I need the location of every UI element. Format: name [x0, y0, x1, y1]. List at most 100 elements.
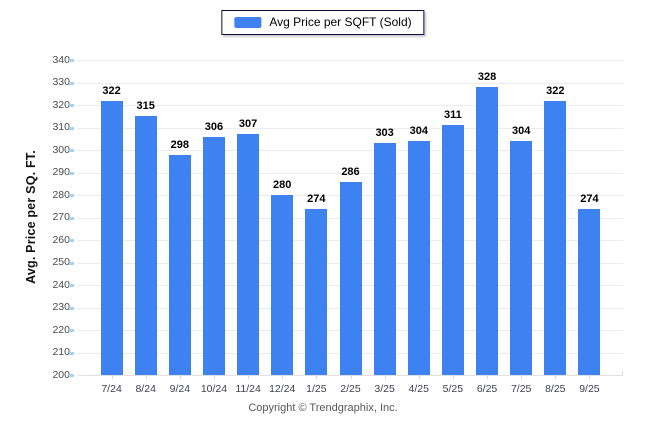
bar [305, 208, 328, 375]
x-tick-label: 1/25 [306, 383, 327, 395]
y-tick-mark [69, 239, 74, 242]
x-axis-tick [282, 375, 284, 379]
x-tick-label: 11/24 [235, 383, 261, 395]
bar [100, 100, 123, 375]
bar [134, 116, 157, 375]
bar-value-label: 311 [444, 109, 462, 122]
x-axis-tick [452, 375, 454, 379]
gridline [78, 60, 623, 61]
bar-value-label: 286 [341, 165, 360, 178]
bar-value-label: 322 [546, 84, 565, 97]
bar-value-label: 304 [511, 125, 531, 137]
y-tick-label: 210 [52, 346, 70, 358]
legend-swatch-icon [234, 16, 262, 28]
bar [339, 181, 362, 375]
y-tick-mark [69, 149, 74, 152]
bar [441, 125, 464, 375]
y-tick-label: 230 [52, 301, 70, 313]
y-tick-label: 200 [52, 368, 70, 381]
gridline [78, 150, 623, 151]
y-tick-mark [69, 306, 74, 310]
y-tick-label: 330 [52, 76, 70, 88]
gridline [78, 105, 623, 106]
y-tick-label: 290 [52, 166, 70, 178]
y-tick-mark [69, 171, 74, 175]
plot-area: 200 210 220 230 240 250 260 270 280 290 300 310 320 3… [52, 54, 623, 395]
x-tick-label: 3/25 [374, 383, 395, 395]
x-axis-tick [248, 375, 250, 379]
x-tick-label: 4/25 [408, 383, 429, 395]
gridline [78, 127, 623, 129]
y-tick-mark [69, 261, 74, 265]
y-tick-mark [69, 104, 74, 107]
y-tick-label: 340 [52, 53, 70, 66]
bar-value-label: 306 [204, 120, 224, 133]
x-axis-tick [111, 375, 113, 379]
x-axis-tick [384, 375, 386, 379]
gridline [78, 82, 623, 84]
bar [202, 136, 225, 375]
y-tick-mark [69, 216, 74, 220]
x-tick-label: 10/24 [200, 383, 228, 395]
bar [168, 154, 191, 375]
x-axis-tick [418, 375, 420, 379]
x-axis-tick [555, 375, 557, 379]
y-tick-label: 310 [52, 121, 70, 133]
bar-value-label: 280 [273, 179, 292, 191]
y-tick-label: 220 [52, 323, 70, 336]
y-tick-mark [69, 126, 74, 130]
copyright-text: Copyright © Trendgraphix, Inc. [248, 402, 398, 414]
x-axis-tick [521, 375, 523, 379]
x-axis-tick [487, 375, 489, 379]
x-tick-label: 2/25 [340, 383, 361, 395]
y-tick-mark [69, 194, 74, 197]
x-axis-tick [350, 375, 352, 379]
bar-value-label: 274 [307, 192, 326, 205]
x-tick-label: 9/25 [579, 383, 600, 395]
bar [373, 143, 396, 375]
bar-value-label: 274 [580, 192, 599, 205]
y-tick-label: 250 [52, 256, 70, 268]
bar-value-label: 303 [375, 127, 394, 140]
y-tick-mark [69, 374, 74, 377]
bar [237, 134, 260, 375]
x-tick-label: 9/24 [169, 383, 191, 395]
bar [544, 100, 567, 375]
y-tick-mark [69, 351, 74, 355]
bar-value-label: 304 [409, 125, 428, 137]
y-tick-label: 260 [52, 233, 70, 246]
x-tick-label: 8/25 [545, 383, 566, 395]
bar-value-label: 307 [238, 118, 258, 131]
x-tick-label: 8/24 [135, 383, 156, 395]
bar [578, 208, 601, 375]
x-axis-tick [145, 375, 147, 379]
bar-value-label: 322 [102, 84, 121, 97]
x-tick-label: 12/24 [269, 383, 296, 395]
y-tick-mark [69, 329, 74, 332]
x-axis-tick [213, 375, 215, 379]
legend: Avg Price per SQFT (Sold) [221, 10, 425, 35]
bar-value-label: 328 [477, 71, 497, 83]
y-tick-label: 320 [52, 98, 70, 111]
y-tick-mark [69, 284, 74, 287]
y-tick-label: 300 [52, 143, 70, 156]
x-tick-label: 5/25 [442, 383, 464, 395]
x-tick-label: 7/24 [101, 383, 122, 395]
y-tick-mark [69, 81, 74, 85]
y-tick-mark [69, 59, 74, 62]
y-tick-label: 280 [52, 188, 70, 201]
x-axis-tick [179, 375, 181, 379]
y-tick-label: 240 [52, 278, 70, 291]
bar [476, 87, 499, 375]
x-axis-tick [316, 375, 318, 379]
legend-label: Avg Price per SQFT (Sold) [269, 15, 412, 29]
bar [271, 195, 294, 375]
x-axis-tick [589, 375, 591, 379]
bar [510, 141, 533, 375]
x-tick-label: 7/25 [510, 383, 532, 395]
bar-value-label: 315 [136, 100, 155, 113]
bar [407, 141, 430, 375]
y-tick-label: 270 [52, 211, 70, 223]
bar-value-label: 298 [170, 138, 189, 151]
